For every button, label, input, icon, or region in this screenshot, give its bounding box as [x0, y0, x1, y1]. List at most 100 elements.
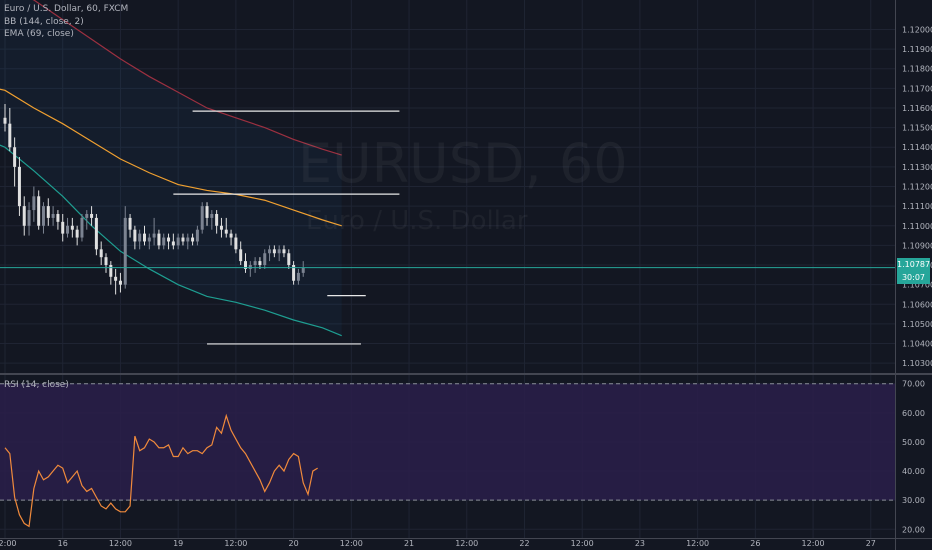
candle-19 — [94, 213, 98, 256]
price-tick-label[interactable]: 1.11300 — [902, 163, 932, 172]
price-tick-label[interactable]: 1.10600 — [902, 300, 932, 309]
candle-body — [109, 265, 113, 277]
candle-body — [157, 233, 161, 246]
candle-body — [17, 166, 21, 207]
candle-body — [292, 265, 296, 281]
candle-body — [13, 147, 17, 167]
candle-6 — [32, 186, 36, 222]
candle-body — [195, 229, 199, 242]
time-tick-label[interactable]: 12:00 — [455, 539, 478, 548]
candle-32 — [157, 229, 161, 250]
candle-body — [46, 206, 50, 218]
rsi-tick-label[interactable]: 30.00 — [902, 496, 925, 505]
candle-16 — [80, 213, 84, 242]
last-price-badge: 1.10787 — [897, 258, 931, 271]
candle-34 — [167, 233, 171, 250]
price-tick-label[interactable]: 1.11700 — [902, 84, 932, 93]
candle-47 — [229, 229, 233, 246]
bb-legend[interactable]: BB (144, close, 2) — [4, 17, 84, 27]
price-tick-label[interactable]: 1.10700 — [902, 281, 932, 290]
price-tick-label[interactable]: 1.10900 — [902, 241, 932, 250]
candle-body — [27, 210, 31, 226]
rsi-axis-labels[interactable]: 70.00 60.00 50.00 40.00 30.00 20.00 — [902, 380, 925, 535]
candle-58 — [282, 245, 286, 258]
candle-29 — [142, 225, 146, 246]
candle-46 — [224, 217, 228, 238]
rsi-tick-label[interactable]: 70.00 — [902, 380, 925, 389]
candle-3 — [17, 157, 21, 216]
candle-59 — [287, 249, 291, 269]
candle-body — [258, 261, 262, 266]
candle-26 — [128, 213, 132, 238]
candle-body — [75, 229, 79, 238]
candle-38 — [186, 233, 190, 250]
time-tick-label[interactable]: 12:00 — [571, 539, 594, 548]
price-tick-label[interactable]: 1.10300 — [902, 359, 932, 368]
price-tick-label[interactable]: 1.11600 — [902, 104, 932, 113]
candle-body — [61, 221, 65, 234]
time-tick-label[interactable]: 12:00 — [686, 539, 709, 548]
candle-body — [152, 233, 156, 238]
candle-body — [94, 217, 98, 250]
rsi-band-fill — [0, 383, 895, 501]
bollinger-upper-band — [32, 0, 342, 156]
time-tick-label[interactable]: 12:00 — [340, 539, 363, 548]
price-tick-label[interactable]: 1.11500 — [902, 124, 932, 133]
candle-43 — [210, 210, 214, 230]
candle-body — [181, 237, 185, 242]
candle-body — [287, 253, 291, 266]
rsi-band-layer — [0, 383, 895, 501]
candle-11 — [56, 210, 60, 230]
candle-body — [205, 206, 209, 218]
rsi-tick-label[interactable]: 60.00 — [902, 409, 925, 418]
candle-body — [41, 206, 45, 226]
symbol-legend[interactable]: Euro / U.S. Dollar, 60, FXCM — [4, 4, 129, 14]
time-tick-label[interactable]: 12:00 — [802, 539, 825, 548]
time-tick-label[interactable]: 19 — [173, 539, 183, 548]
candle-45 — [219, 217, 223, 238]
candle-28 — [138, 229, 142, 250]
time-tick-label[interactable]: 27 — [866, 539, 876, 548]
price-tick-label[interactable]: 1.12000 — [902, 25, 932, 34]
price-tick-label[interactable]: 1.10400 — [902, 340, 932, 349]
candle-57 — [277, 245, 281, 262]
time-tick-label[interactable]: 20 — [289, 539, 299, 548]
candle-54 — [263, 249, 267, 269]
price-tick-label[interactable]: 1.10500 — [902, 320, 932, 329]
time-axis-labels[interactable]: 12:00 16 12:00 19 12:00 20 12:00 21 12:00 22 12:00… — [0, 539, 876, 548]
horizontal-levels[interactable] — [173, 110, 400, 345]
bollinger-lower-band — [0, 144, 342, 337]
candle-body — [3, 117, 7, 124]
price-tick-label[interactable]: 1.11200 — [902, 183, 932, 192]
rsi-tick-label[interactable]: 20.00 — [902, 525, 925, 534]
price-tick-label[interactable]: 1.11100 — [902, 202, 932, 211]
time-tick-label[interactable]: 22 — [519, 539, 529, 548]
candle-body — [200, 206, 204, 230]
rsi-legend[interactable]: RSI (14, close) — [4, 380, 69, 390]
time-tick-label[interactable]: 16 — [58, 539, 68, 548]
price-tick-label[interactable]: 1.11800 — [902, 65, 932, 74]
candle-35 — [171, 233, 175, 250]
price-tick-label[interactable]: 1.11000 — [902, 222, 932, 231]
ema-legend[interactable]: EMA (69, close) — [4, 29, 74, 39]
ema-line — [0, 88, 342, 227]
rsi-tick-label[interactable]: 40.00 — [902, 467, 925, 476]
rsi-tick-label[interactable]: 50.00 — [902, 438, 925, 447]
time-tick-label[interactable]: 23 — [635, 539, 645, 548]
candle-body — [171, 241, 175, 246]
price-tick-label[interactable]: 1.11900 — [902, 45, 932, 54]
time-tick-label[interactable]: 21 — [404, 539, 414, 548]
candles-layer — [3, 104, 305, 295]
price-tick-label[interactable]: 1.11400 — [902, 143, 932, 152]
time-tick-label[interactable]: 12:00 — [109, 539, 132, 548]
candle-body — [162, 237, 166, 246]
candle-20 — [99, 241, 103, 266]
candle-body — [268, 249, 272, 254]
time-tick-label[interactable]: 12:00 — [0, 539, 17, 548]
time-tick-label[interactable]: 26 — [750, 539, 760, 548]
time-tick-label[interactable]: 12:00 — [224, 539, 247, 548]
candle-23 — [114, 268, 118, 295]
candle-body — [234, 237, 238, 250]
candle-body — [219, 225, 223, 230]
